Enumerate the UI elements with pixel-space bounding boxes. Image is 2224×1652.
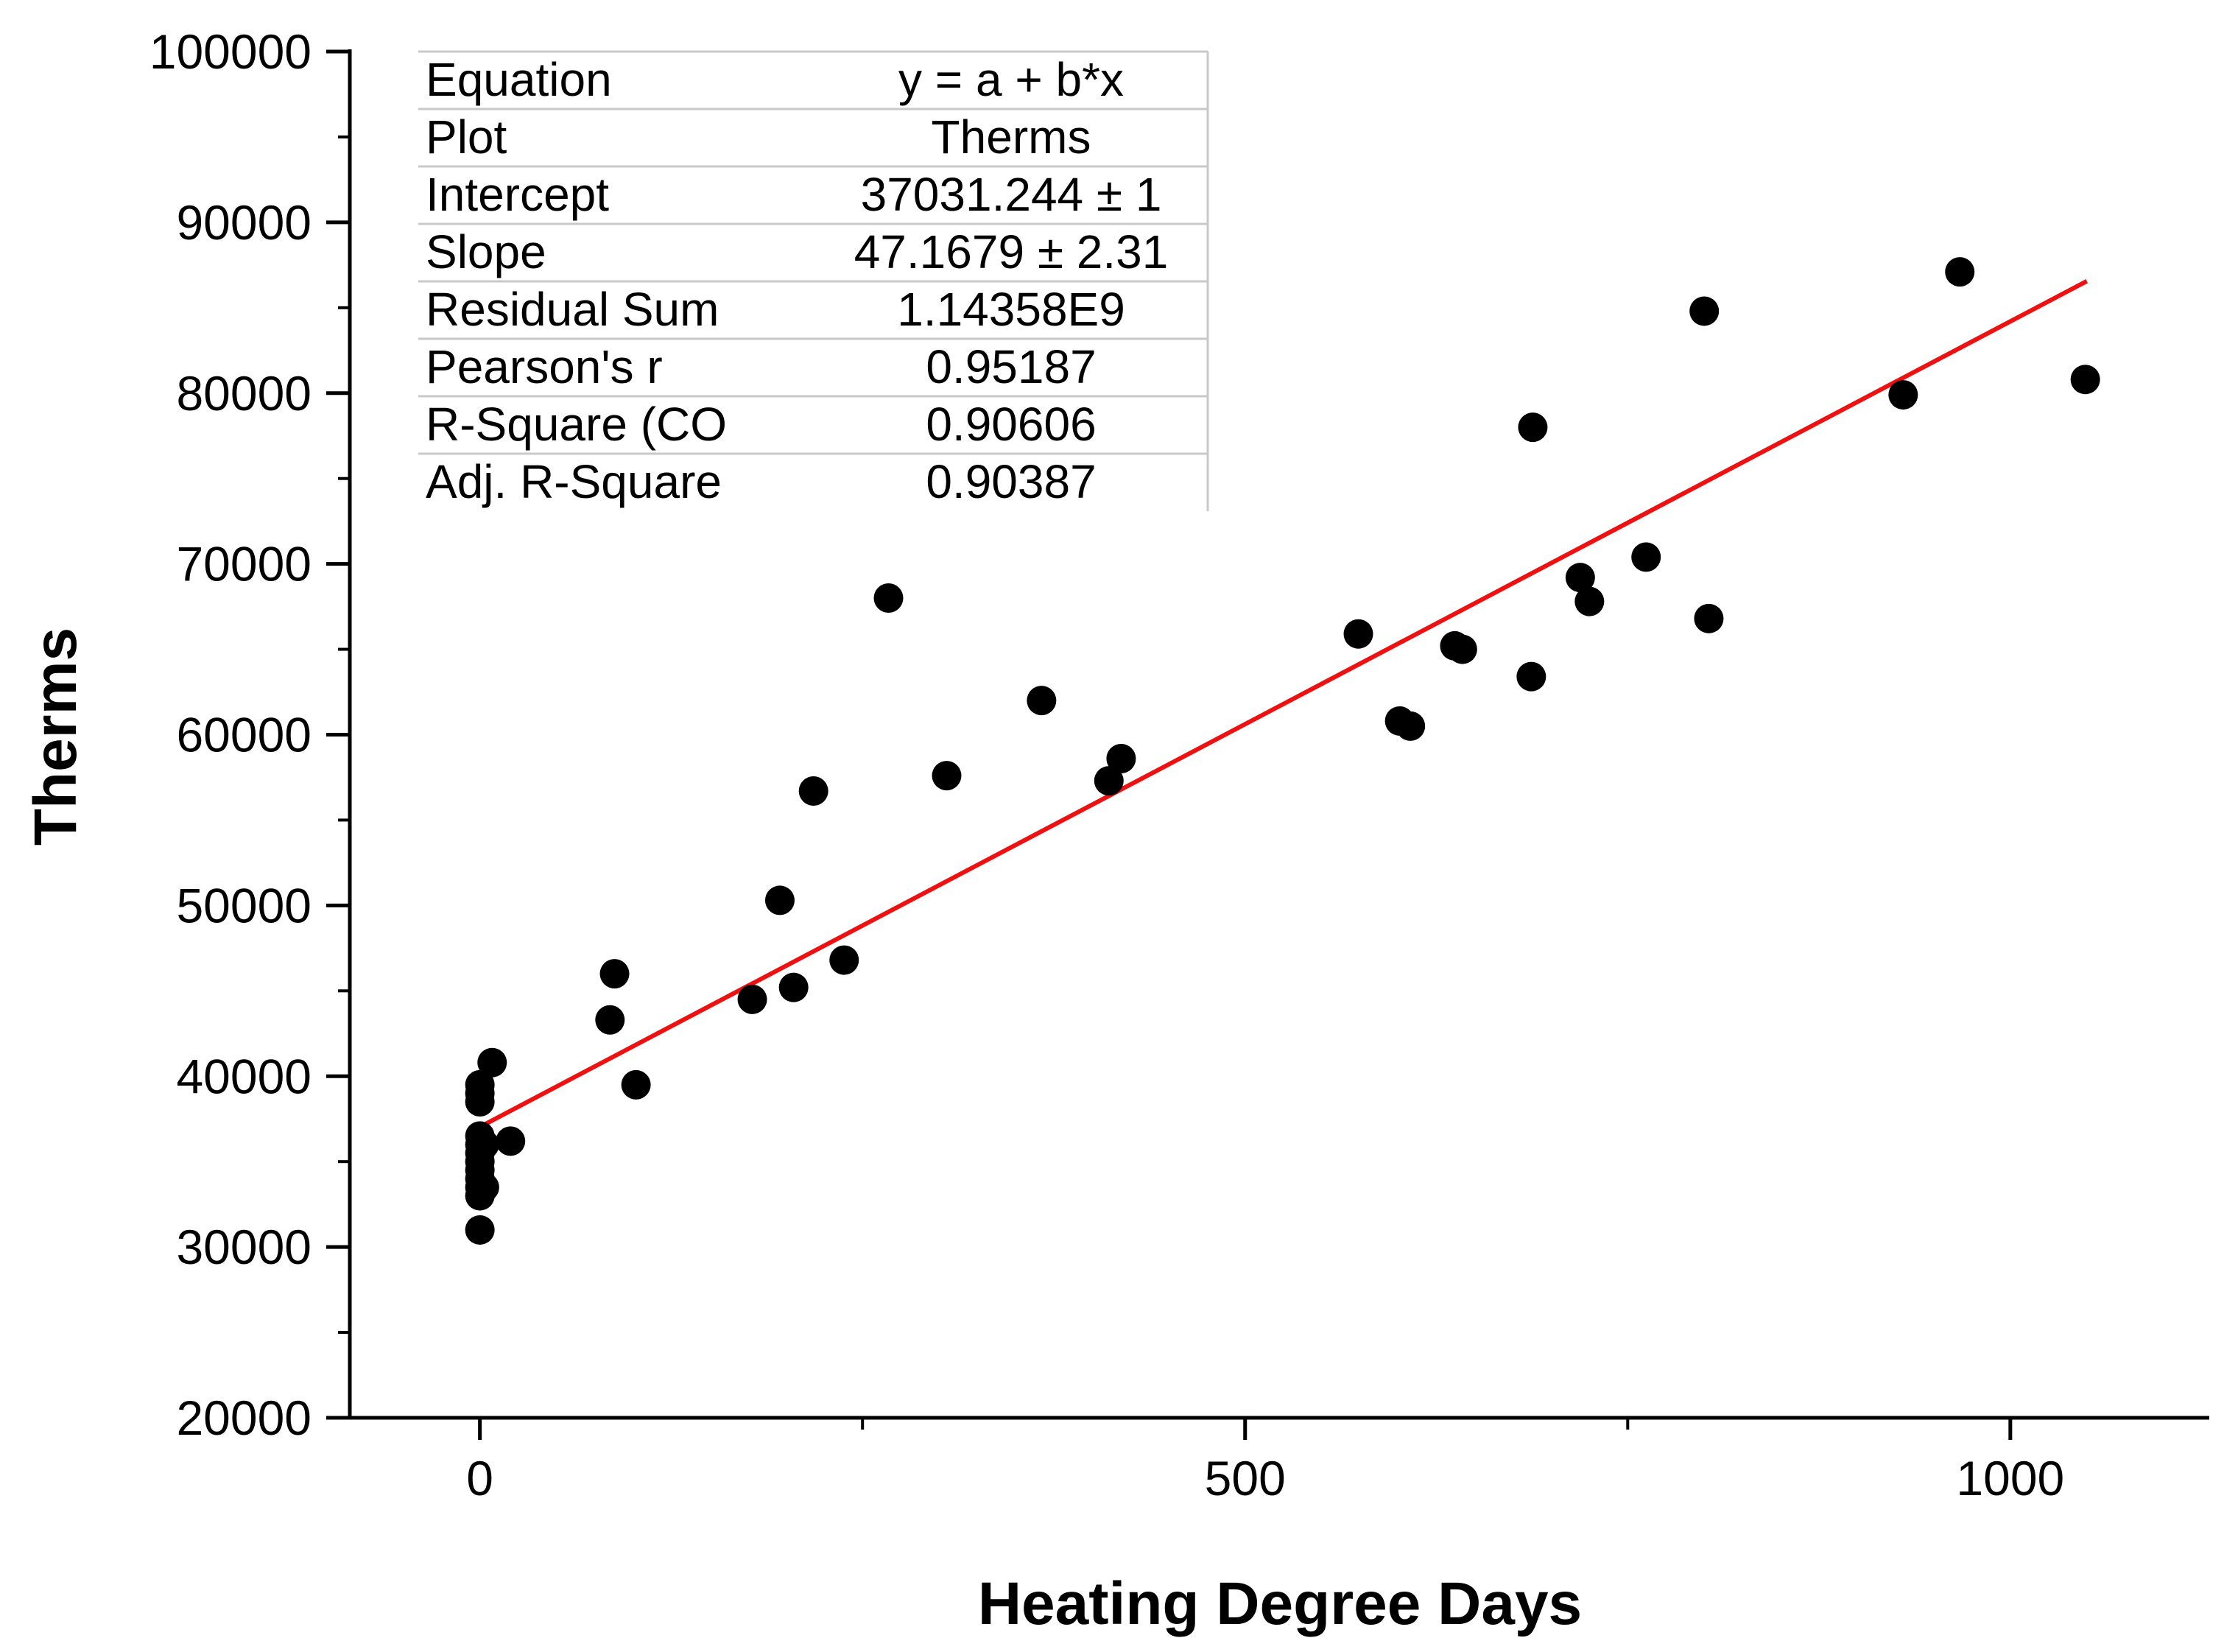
data-point [599, 959, 630, 989]
y-tick-label: 80000 [176, 366, 312, 421]
data-point [737, 984, 767, 1014]
data-point [1447, 634, 1477, 664]
y-tick-label: 90000 [176, 195, 312, 250]
data-point [1574, 586, 1605, 616]
stats-table-value: Therms [932, 110, 1091, 164]
data-point [595, 1005, 625, 1035]
stats-table-value: 1.14358E9 [897, 283, 1125, 336]
y-tick-label: 60000 [176, 708, 312, 762]
stats-table-label: R-Square (CO [426, 398, 727, 451]
stats-table-label: Adj. R-Square [426, 455, 722, 508]
y-tick-label: 40000 [176, 1049, 312, 1103]
data-point [1518, 412, 1548, 443]
data-point [1094, 766, 1124, 796]
data-point [1516, 661, 1546, 692]
stats-table-label: Pearson's r [426, 340, 663, 393]
data-point [477, 1047, 507, 1078]
data-point [1694, 603, 1724, 633]
data-point [1106, 743, 1136, 773]
stats-table-value: y = a + b*x [898, 53, 1124, 106]
stats-table: Equation y = a + b*x Plot Therms Intercept 37… [418, 50, 1209, 511]
stats-table-label: Slope [426, 225, 546, 278]
y-axis: 20000 30000 40000 50000 60000 70000 80000 90000… [149, 24, 352, 1445]
data-point [621, 1069, 651, 1100]
x-tick-label: 0 [466, 1451, 493, 1505]
data-point [1027, 686, 1057, 716]
data-point [1565, 563, 1595, 593]
data-point [2070, 365, 2100, 395]
stats-table-label: Plot [426, 110, 507, 164]
x-tick-label: 1000 [1956, 1451, 2064, 1505]
data-point [465, 1215, 495, 1245]
data-point [1945, 257, 1975, 287]
data-point [469, 1130, 499, 1159]
stats-table-label: Equation [426, 53, 612, 106]
data-point [873, 583, 904, 613]
data-point [1689, 296, 1720, 326]
points-layer [465, 257, 2100, 1245]
stats-table-label: Residual Sum [426, 283, 719, 336]
data-point [469, 1172, 499, 1202]
data-point [932, 761, 962, 791]
stats-table-value: 0.90387 [926, 455, 1096, 508]
data-point [778, 972, 809, 1002]
y-tick-label: 30000 [176, 1220, 312, 1274]
data-point [496, 1126, 526, 1156]
x-tick-label: 500 [1205, 1451, 1286, 1505]
data-point [829, 945, 859, 975]
data-point [1888, 380, 1918, 410]
stats-table-value: 0.90606 [926, 398, 1096, 451]
data-point [798, 776, 828, 806]
y-tick-label: 70000 [176, 537, 312, 591]
data-point [465, 1069, 495, 1100]
stats-table-value: 47.1679 ± 2.31 [854, 225, 1169, 278]
stats-table-label: Intercept [426, 168, 609, 221]
data-point [1631, 542, 1661, 572]
y-tick-label: 50000 [176, 878, 312, 932]
stats-table-value: 37031.244 ± 1 [861, 168, 1162, 221]
y-axis-title: Therms [22, 628, 89, 846]
y-tick-label: 100000 [149, 24, 312, 79]
data-point [1343, 619, 1373, 649]
data-point [1396, 711, 1426, 741]
stats-table-value: 0.95187 [926, 340, 1096, 393]
data-point [764, 885, 795, 915]
y-tick-label: 20000 [176, 1391, 312, 1445]
x-axis: 0 500 1000 [350, 1416, 2209, 1505]
x-axis-title: Heating Degree Days [978, 1570, 1582, 1637]
